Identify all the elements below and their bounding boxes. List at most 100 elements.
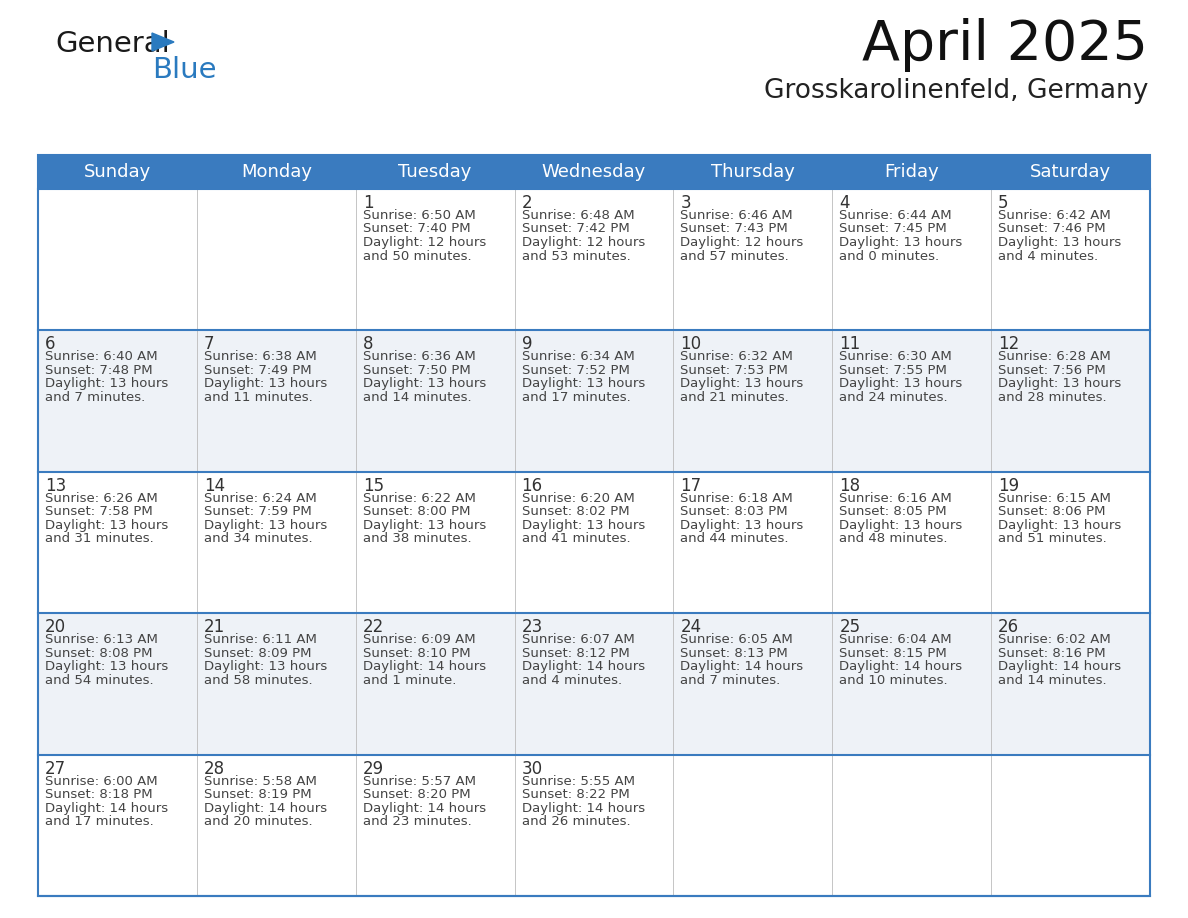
Text: Sunrise: 6:04 AM: Sunrise: 6:04 AM xyxy=(839,633,952,646)
Text: Sunrise: 6:50 AM: Sunrise: 6:50 AM xyxy=(362,209,475,222)
Text: Sunrise: 6:36 AM: Sunrise: 6:36 AM xyxy=(362,351,475,364)
Text: Daylight: 13 hours: Daylight: 13 hours xyxy=(204,519,327,532)
Text: Daylight: 13 hours: Daylight: 13 hours xyxy=(522,519,645,532)
Text: and 14 minutes.: and 14 minutes. xyxy=(362,391,472,404)
Text: Sunrise: 6:20 AM: Sunrise: 6:20 AM xyxy=(522,492,634,505)
Text: General: General xyxy=(55,30,170,58)
Text: 9: 9 xyxy=(522,335,532,353)
Text: Daylight: 13 hours: Daylight: 13 hours xyxy=(998,236,1121,249)
Text: and 58 minutes.: and 58 minutes. xyxy=(204,674,312,687)
Text: Sunset: 7:59 PM: Sunset: 7:59 PM xyxy=(204,505,311,519)
Text: Sunset: 8:03 PM: Sunset: 8:03 PM xyxy=(681,505,788,519)
Text: Daylight: 13 hours: Daylight: 13 hours xyxy=(998,377,1121,390)
Text: 15: 15 xyxy=(362,476,384,495)
Text: Sunset: 7:49 PM: Sunset: 7:49 PM xyxy=(204,364,311,377)
Bar xyxy=(38,755,1150,896)
Text: Daylight: 13 hours: Daylight: 13 hours xyxy=(839,519,962,532)
Text: Sunset: 8:08 PM: Sunset: 8:08 PM xyxy=(45,646,152,660)
Text: Sunrise: 6:26 AM: Sunrise: 6:26 AM xyxy=(45,492,158,505)
Text: Daylight: 14 hours: Daylight: 14 hours xyxy=(204,801,327,814)
Text: Sunset: 7:52 PM: Sunset: 7:52 PM xyxy=(522,364,630,377)
Text: 21: 21 xyxy=(204,618,225,636)
Text: Sunset: 8:20 PM: Sunset: 8:20 PM xyxy=(362,788,470,801)
Text: Sunrise: 5:58 AM: Sunrise: 5:58 AM xyxy=(204,775,317,788)
Text: Sunset: 7:53 PM: Sunset: 7:53 PM xyxy=(681,364,789,377)
Text: Sunrise: 6:24 AM: Sunrise: 6:24 AM xyxy=(204,492,317,505)
Text: Sunrise: 6:48 AM: Sunrise: 6:48 AM xyxy=(522,209,634,222)
Text: Sunset: 8:09 PM: Sunset: 8:09 PM xyxy=(204,646,311,660)
Text: Sunrise: 6:44 AM: Sunrise: 6:44 AM xyxy=(839,209,952,222)
Text: April 2025: April 2025 xyxy=(862,18,1148,72)
Text: and 53 minutes.: and 53 minutes. xyxy=(522,250,631,263)
Text: and 51 minutes.: and 51 minutes. xyxy=(998,532,1107,545)
Text: Tuesday: Tuesday xyxy=(398,163,472,181)
Text: Sunset: 7:40 PM: Sunset: 7:40 PM xyxy=(362,222,470,236)
Text: and 57 minutes.: and 57 minutes. xyxy=(681,250,789,263)
Text: Sunrise: 6:22 AM: Sunrise: 6:22 AM xyxy=(362,492,475,505)
Text: Daylight: 14 hours: Daylight: 14 hours xyxy=(362,801,486,814)
Text: Sunset: 7:58 PM: Sunset: 7:58 PM xyxy=(45,505,153,519)
Text: and 10 minutes.: and 10 minutes. xyxy=(839,674,948,687)
Text: and 38 minutes.: and 38 minutes. xyxy=(362,532,472,545)
Text: Sunrise: 6:16 AM: Sunrise: 6:16 AM xyxy=(839,492,952,505)
Text: 26: 26 xyxy=(998,618,1019,636)
Text: Daylight: 13 hours: Daylight: 13 hours xyxy=(45,519,169,532)
Text: Daylight: 14 hours: Daylight: 14 hours xyxy=(681,660,803,673)
Text: Sunrise: 6:00 AM: Sunrise: 6:00 AM xyxy=(45,775,158,788)
Text: Daylight: 13 hours: Daylight: 13 hours xyxy=(681,519,803,532)
Text: Daylight: 14 hours: Daylight: 14 hours xyxy=(522,801,645,814)
Text: Sunset: 8:05 PM: Sunset: 8:05 PM xyxy=(839,505,947,519)
Text: Daylight: 13 hours: Daylight: 13 hours xyxy=(839,236,962,249)
Text: Sunset: 8:12 PM: Sunset: 8:12 PM xyxy=(522,646,630,660)
Text: and 17 minutes.: and 17 minutes. xyxy=(45,815,153,828)
Text: Sunset: 7:43 PM: Sunset: 7:43 PM xyxy=(681,222,788,236)
Text: and 20 minutes.: and 20 minutes. xyxy=(204,815,312,828)
Bar xyxy=(38,472,1150,613)
Text: Daylight: 13 hours: Daylight: 13 hours xyxy=(839,377,962,390)
Text: Daylight: 12 hours: Daylight: 12 hours xyxy=(681,236,803,249)
Text: 22: 22 xyxy=(362,618,384,636)
Text: Daylight: 13 hours: Daylight: 13 hours xyxy=(362,377,486,390)
Text: Daylight: 13 hours: Daylight: 13 hours xyxy=(522,377,645,390)
Text: Sunset: 8:18 PM: Sunset: 8:18 PM xyxy=(45,788,152,801)
Text: 20: 20 xyxy=(45,618,67,636)
Text: Daylight: 12 hours: Daylight: 12 hours xyxy=(362,236,486,249)
Text: Thursday: Thursday xyxy=(710,163,795,181)
Text: Sunrise: 6:32 AM: Sunrise: 6:32 AM xyxy=(681,351,794,364)
Text: Daylight: 13 hours: Daylight: 13 hours xyxy=(998,519,1121,532)
Text: Daylight: 13 hours: Daylight: 13 hours xyxy=(362,519,486,532)
Text: Sunrise: 6:46 AM: Sunrise: 6:46 AM xyxy=(681,209,794,222)
Text: and 31 minutes.: and 31 minutes. xyxy=(45,532,153,545)
Bar xyxy=(38,613,1150,755)
Text: Daylight: 14 hours: Daylight: 14 hours xyxy=(362,660,486,673)
Text: and 14 minutes.: and 14 minutes. xyxy=(998,674,1107,687)
Text: and 28 minutes.: and 28 minutes. xyxy=(998,391,1107,404)
Text: Grosskarolinenfeld, Germany: Grosskarolinenfeld, Germany xyxy=(764,78,1148,104)
Text: and 24 minutes.: and 24 minutes. xyxy=(839,391,948,404)
Text: Sunrise: 6:28 AM: Sunrise: 6:28 AM xyxy=(998,351,1111,364)
Text: 16: 16 xyxy=(522,476,543,495)
Text: Sunrise: 6:38 AM: Sunrise: 6:38 AM xyxy=(204,351,317,364)
Text: and 7 minutes.: and 7 minutes. xyxy=(45,391,145,404)
Text: Sunset: 7:50 PM: Sunset: 7:50 PM xyxy=(362,364,470,377)
Text: Sunrise: 6:15 AM: Sunrise: 6:15 AM xyxy=(998,492,1111,505)
Text: Sunrise: 6:02 AM: Sunrise: 6:02 AM xyxy=(998,633,1111,646)
Text: 4: 4 xyxy=(839,194,849,212)
Text: 6: 6 xyxy=(45,335,56,353)
Text: Daylight: 14 hours: Daylight: 14 hours xyxy=(998,660,1121,673)
Text: Sunrise: 6:11 AM: Sunrise: 6:11 AM xyxy=(204,633,317,646)
Text: Sunset: 8:00 PM: Sunset: 8:00 PM xyxy=(362,505,470,519)
Text: Sunset: 7:48 PM: Sunset: 7:48 PM xyxy=(45,364,152,377)
Text: Sunday: Sunday xyxy=(84,163,151,181)
Text: 24: 24 xyxy=(681,618,702,636)
Text: 17: 17 xyxy=(681,476,702,495)
Text: Sunset: 7:46 PM: Sunset: 7:46 PM xyxy=(998,222,1106,236)
Text: Sunset: 8:16 PM: Sunset: 8:16 PM xyxy=(998,646,1106,660)
Text: Sunset: 8:10 PM: Sunset: 8:10 PM xyxy=(362,646,470,660)
Text: Sunset: 7:56 PM: Sunset: 7:56 PM xyxy=(998,364,1106,377)
Text: 19: 19 xyxy=(998,476,1019,495)
Text: 3: 3 xyxy=(681,194,691,212)
Text: Sunset: 8:19 PM: Sunset: 8:19 PM xyxy=(204,788,311,801)
Text: and 26 minutes.: and 26 minutes. xyxy=(522,815,630,828)
Text: and 44 minutes.: and 44 minutes. xyxy=(681,532,789,545)
